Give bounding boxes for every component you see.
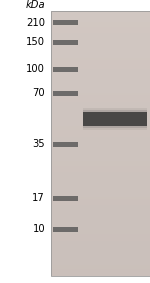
Text: 10: 10: [32, 224, 45, 234]
FancyBboxPatch shape: [52, 91, 78, 96]
FancyBboxPatch shape: [83, 110, 147, 128]
FancyBboxPatch shape: [83, 112, 147, 126]
Text: kDa: kDa: [25, 0, 45, 10]
Text: 35: 35: [32, 139, 45, 149]
FancyBboxPatch shape: [52, 67, 78, 72]
Text: 150: 150: [26, 37, 45, 48]
Text: 70: 70: [32, 88, 45, 98]
FancyBboxPatch shape: [52, 20, 78, 25]
Text: 17: 17: [32, 193, 45, 203]
Text: 100: 100: [26, 64, 45, 74]
FancyBboxPatch shape: [52, 227, 78, 232]
Text: 210: 210: [26, 18, 45, 28]
FancyBboxPatch shape: [83, 108, 147, 130]
FancyBboxPatch shape: [52, 142, 78, 147]
FancyBboxPatch shape: [52, 196, 78, 201]
FancyBboxPatch shape: [52, 40, 78, 45]
